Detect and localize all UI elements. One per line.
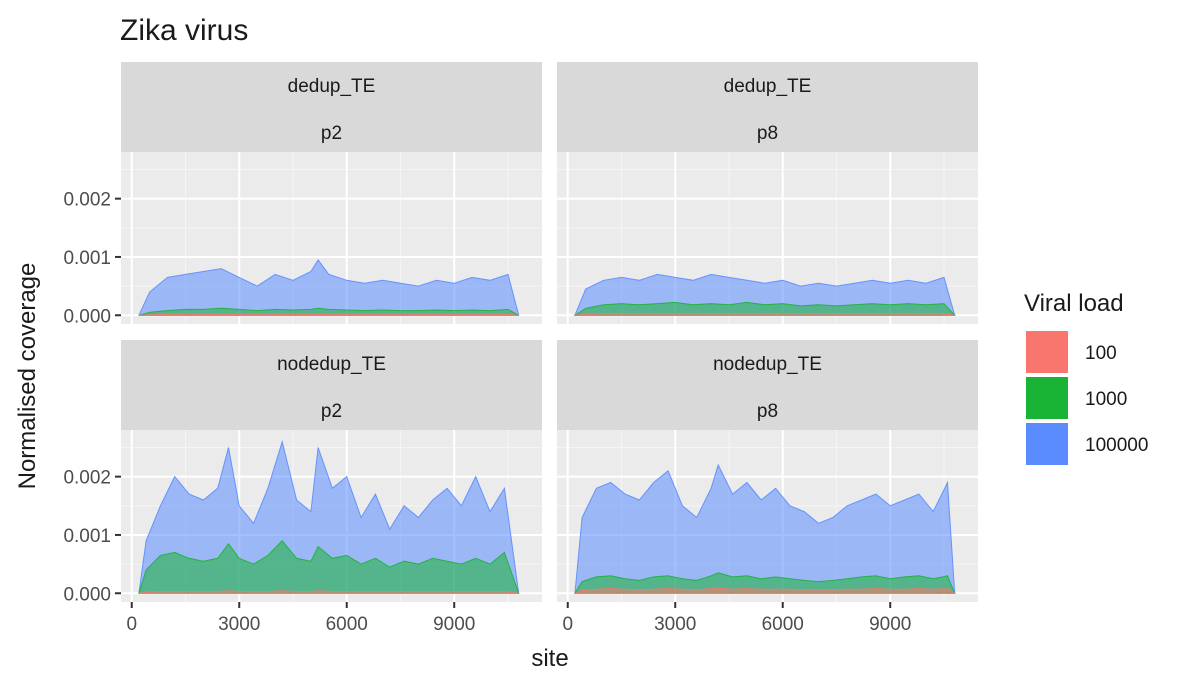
series-area-100000 [138,259,520,316]
facet-strip [121,340,542,430]
y-tick-label: 0.000 [63,306,111,327]
facet-strip-label: dedup_TE [288,76,376,97]
facet-panel: nodedup_TE p2 0.000 0.001 0.002 0 3000 6000 9000 [63,340,542,635]
facet-strip-label: p2 [321,123,342,144]
facet-panel: dedup_TE p8 [557,62,978,324]
facet-strip [557,62,978,152]
facet-strip-label: nodedup_TE [277,354,386,375]
x-tick-label: 3000 [218,614,260,635]
y-tick-label: 0.001 [63,526,111,547]
series-area-100 [138,590,519,594]
x-tick-label: 9000 [433,614,475,635]
legend-swatch-100 [1024,329,1070,375]
y-tick-label: 0.002 [63,190,111,211]
facet-strip [121,62,542,152]
x-tick-label: 3000 [654,614,696,635]
chart-title: Zika virus [120,14,248,47]
facet-strip-label: p8 [757,123,778,144]
facet-panels: dedup_TEp20.0000.0010.002dedup_TEp8noded… [63,62,978,635]
y-tick-label: 0.002 [63,468,111,489]
facet-panel: nodedup_TE p8 0 3000 6000 9000 [557,340,978,635]
series-area-100 [574,587,957,594]
series-area-1000 [138,307,519,316]
x-tick-label: 9000 [869,614,911,635]
legend-swatch-1000 [1024,375,1070,421]
x-tick-label: 6000 [762,614,804,635]
legend-title: Viral load [1024,290,1124,317]
series-area-1000 [573,301,956,316]
series-area-100 [138,313,519,316]
y-tick-label: 0.001 [63,248,111,269]
facet-strip [557,340,978,430]
legend-label: 1000 [1085,389,1127,410]
facet-panel: dedup_TE p2 0.000 0.001 0.002 [63,62,542,327]
series-area-100 [574,313,955,316]
x-tick-label: 0 [562,614,573,635]
legend-label: 100000 [1085,435,1148,456]
legend-label: 100 [1085,343,1117,364]
facet-strip-label: nodedup_TE [713,354,822,375]
series-area-1000 [138,540,520,594]
legend: Viral load 100 1000 100000 [1024,290,1148,467]
x-axis-label: site [531,645,568,672]
x-tick-label: 6000 [326,614,368,635]
x-tick-label: 0 [126,614,137,635]
series-area-100000 [574,463,956,594]
y-axis-label: Normalised coverage [14,263,41,490]
y-tick-label: 0.000 [63,584,111,605]
facet-strip-label: p8 [757,401,778,422]
facet-strip-label: p2 [321,401,342,422]
facet-strip-label: dedup_TE [724,76,812,97]
legend-swatch-100000 [1024,421,1070,467]
